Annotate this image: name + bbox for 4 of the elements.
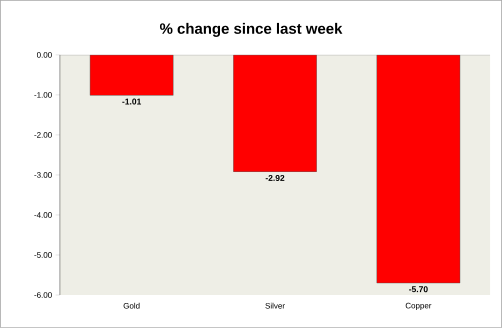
data-label: -1.01 [122, 98, 142, 105]
data-label: -5.70 [409, 286, 428, 292]
data-label: -2.92 [266, 175, 284, 181]
chart-title: % change since last week [160, 22, 342, 37]
